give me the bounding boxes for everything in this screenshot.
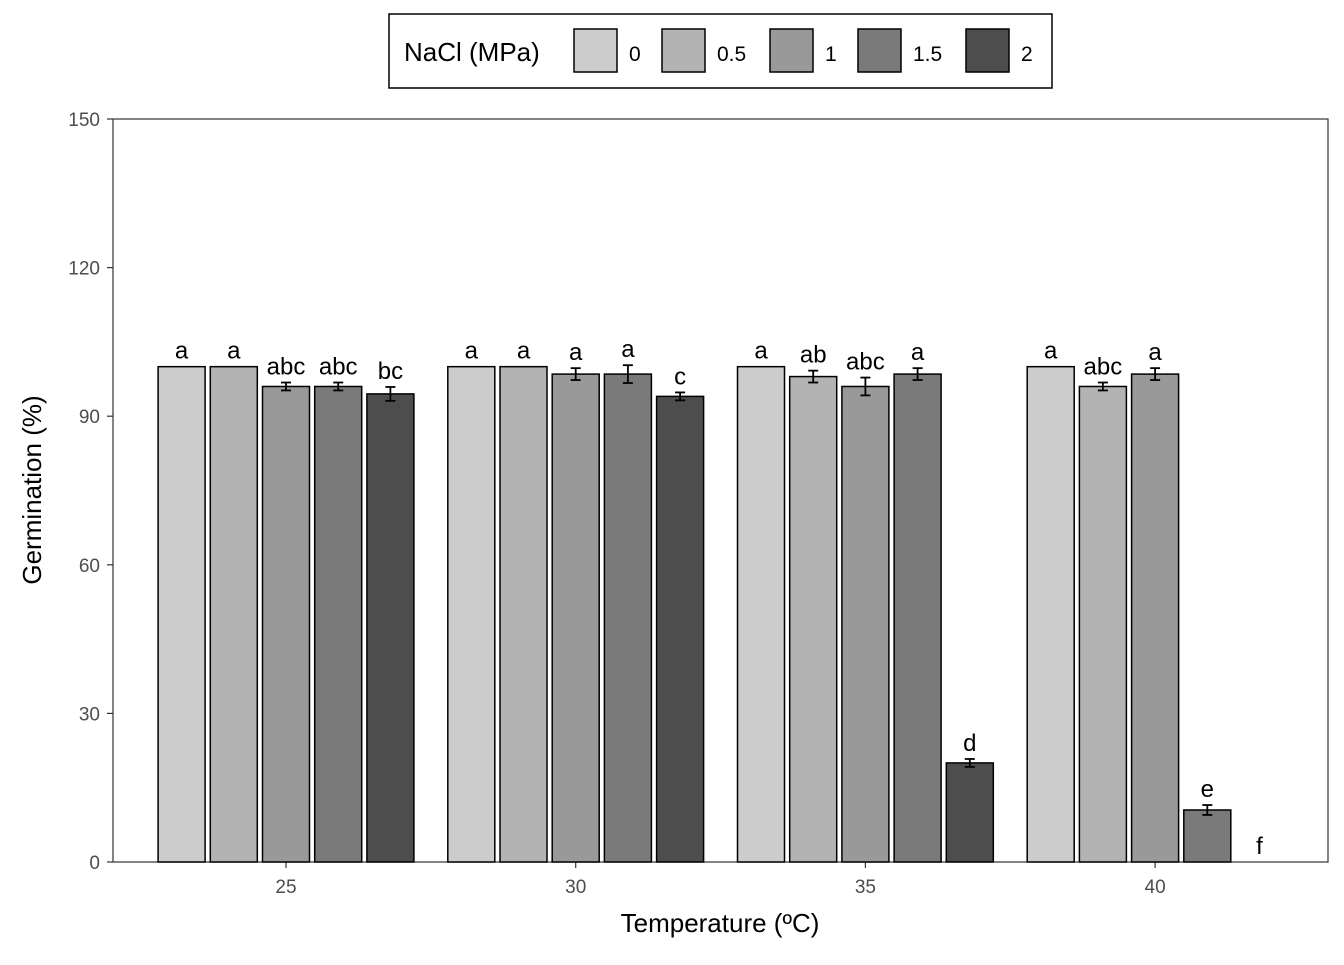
y-tick-label: 30 [79, 704, 100, 725]
significance-label: bc [378, 358, 403, 385]
y-tick-label: 90 [79, 407, 100, 428]
y-tick-label: 0 [89, 853, 100, 874]
bar-25-2 [366, 393, 415, 863]
significance-label: ab [800, 342, 827, 369]
significance-label: a [569, 339, 583, 366]
significance-label: a [1044, 338, 1058, 365]
y-tick-label: 120 [68, 259, 100, 280]
legend-key-2 [965, 28, 1010, 73]
legend: NaCl (MPa) 0 0.5 1 1.5 2 [388, 13, 1053, 89]
significance-label: a [754, 338, 768, 365]
bar-35-0.5 [788, 375, 838, 863]
bar-25-1 [261, 385, 311, 863]
significance-label: abc [1084, 354, 1123, 381]
x-axis: 25 30 35 40 [275, 862, 1166, 898]
significance-label: a [621, 336, 635, 363]
x-axis-title: Temperature (ºC) [621, 908, 820, 938]
bar-25-0 [157, 365, 206, 863]
significance-label: e [1201, 776, 1214, 803]
bar-30-0 [447, 365, 496, 863]
bar-25-1.5 [313, 385, 363, 863]
y-tick-label: 150 [68, 110, 100, 131]
significance-label: abc [846, 349, 885, 376]
legend-box [388, 13, 1053, 89]
bar-30-1 [551, 373, 600, 863]
bars [157, 365, 1232, 863]
x-tick-label: 35 [855, 877, 876, 898]
y-axis: 0 30 60 90 120 150 [68, 110, 113, 874]
significance-label: abc [319, 354, 358, 381]
significance-label: f [1256, 833, 1263, 860]
significance-label: a [465, 338, 479, 365]
significance-label: a [517, 338, 531, 365]
significance-label: a [911, 339, 925, 366]
significance-label: a [175, 338, 189, 365]
significance-label: abc [267, 354, 306, 381]
legend-label: 2 [1021, 43, 1033, 66]
legend-key-0 [573, 28, 618, 73]
legend-title: NaCl (MPa) [404, 37, 540, 67]
legend-label: 1 [825, 43, 837, 66]
significance-label: a [1148, 339, 1162, 366]
bar-40-1.5 [1183, 809, 1232, 863]
bar-35-1.5 [893, 373, 942, 863]
legend-key-1 [769, 28, 814, 73]
legend-label: 1.5 [913, 43, 942, 66]
y-axis-title: Germination (%) [17, 395, 47, 584]
x-tick-label: 30 [565, 877, 586, 898]
bar-40-1 [1130, 373, 1180, 863]
legend-items: 0 0.5 1 1.5 2 [573, 28, 1033, 73]
x-tick-label: 40 [1145, 877, 1166, 898]
legend-key-1.5 [857, 28, 902, 73]
legend-label: 0 [629, 43, 641, 66]
significance-label: c [674, 363, 686, 390]
bar-30-0.5 [499, 365, 548, 863]
legend-label: 0.5 [717, 43, 746, 66]
bar-40-0 [1026, 365, 1075, 863]
bar-30-1.5 [603, 373, 653, 863]
significance-label: a [227, 338, 241, 365]
bar-30-2 [655, 395, 705, 863]
bar-35-1 [841, 385, 890, 863]
x-tick-label: 25 [275, 877, 296, 898]
error-bars [281, 364, 1213, 816]
significance-label: d [963, 730, 976, 757]
panel-border [112, 118, 1329, 863]
bar-25-0.5 [209, 365, 259, 863]
bar-35-2 [945, 762, 995, 863]
bar-35-0 [736, 365, 786, 863]
bar-40-0.5 [1078, 385, 1128, 863]
legend-key-0.5 [661, 28, 706, 73]
y-tick-label: 60 [79, 556, 100, 577]
